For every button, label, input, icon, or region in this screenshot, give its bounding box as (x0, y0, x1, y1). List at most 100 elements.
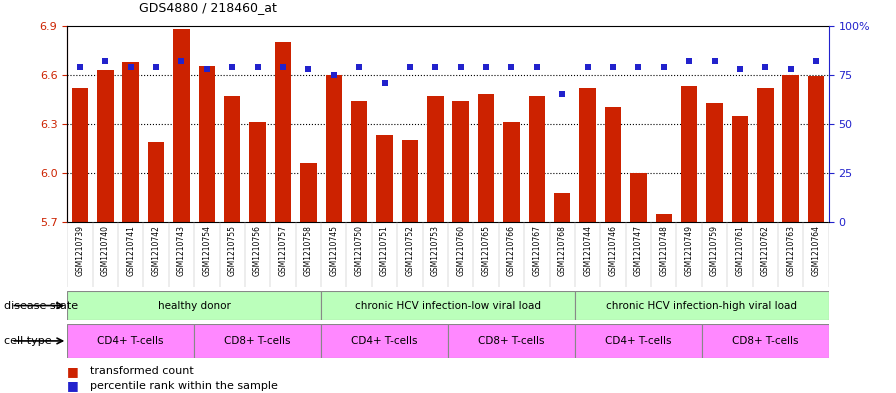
Bar (67, 291, 321, 320)
Bar (97, 70, 114, 222)
Point (631, 64, 645, 70)
Text: GSM1210741: GSM1210741 (126, 225, 135, 276)
Bar (401, 140, 418, 222)
Text: CD4+ T-cells: CD4+ T-cells (98, 336, 164, 346)
Text: GSM1210760: GSM1210760 (456, 225, 465, 276)
Text: chronic HCV infection-high viral load: chronic HCV infection-high viral load (607, 301, 797, 310)
Text: GSM1210739: GSM1210739 (75, 225, 84, 276)
Text: GDS4880 / 218460_at: GDS4880 / 218460_at (139, 1, 277, 14)
Bar (249, 122, 266, 222)
Bar (72, 88, 88, 222)
Text: GSM1210752: GSM1210752 (405, 225, 415, 276)
Text: CD4+ T-cells: CD4+ T-cells (605, 336, 672, 346)
Bar (554, 193, 571, 222)
Point (581, 64, 595, 70)
Text: GSM1210750: GSM1210750 (355, 225, 364, 276)
Text: cell type: cell type (4, 336, 52, 346)
Point (758, 64, 772, 70)
Point (352, 64, 366, 70)
Text: CD8+ T-cells: CD8+ T-cells (224, 336, 291, 346)
Bar (199, 66, 215, 222)
Bar (504, 122, 520, 222)
Point (276, 64, 290, 70)
Bar (427, 96, 444, 222)
Bar (275, 42, 291, 222)
Bar (67, 324, 194, 358)
Bar (757, 88, 773, 222)
Text: GSM1210755: GSM1210755 (228, 225, 237, 276)
Text: GSM1210767: GSM1210767 (532, 225, 541, 276)
Bar (194, 324, 321, 358)
Bar (148, 142, 164, 222)
Point (124, 64, 138, 70)
Point (428, 64, 443, 70)
Bar (732, 116, 748, 222)
Bar (224, 96, 240, 222)
Text: healthy donor: healthy donor (158, 301, 230, 310)
Point (327, 72, 341, 78)
Point (708, 58, 722, 64)
Point (530, 64, 544, 70)
Bar (681, 86, 697, 222)
Text: disease state: disease state (4, 301, 79, 310)
Bar (478, 94, 495, 222)
Point (733, 66, 747, 72)
Bar (321, 291, 575, 320)
Point (99, 58, 113, 64)
Text: GSM1210759: GSM1210759 (710, 225, 719, 276)
Point (783, 66, 798, 72)
Text: GSM1210756: GSM1210756 (253, 225, 263, 276)
Bar (575, 324, 702, 358)
Text: GSM1210766: GSM1210766 (507, 225, 516, 276)
Text: GSM1210744: GSM1210744 (583, 225, 592, 276)
Point (606, 64, 620, 70)
Point (478, 64, 493, 70)
Text: GSM1210745: GSM1210745 (329, 225, 339, 276)
Bar (630, 173, 647, 222)
Point (403, 64, 418, 70)
Bar (325, 75, 342, 222)
Text: GSM1210743: GSM1210743 (177, 225, 186, 276)
Text: CD8+ T-cells: CD8+ T-cells (732, 336, 798, 346)
Text: GSM1210740: GSM1210740 (100, 225, 110, 276)
Bar (575, 291, 829, 320)
Point (453, 64, 468, 70)
Bar (123, 62, 139, 222)
Point (251, 64, 265, 70)
Text: ■: ■ (67, 379, 79, 393)
Text: ■: ■ (67, 365, 79, 378)
Point (301, 66, 315, 72)
Bar (605, 107, 621, 222)
Text: GSM1210758: GSM1210758 (304, 225, 313, 276)
Text: GSM1210746: GSM1210746 (608, 225, 617, 276)
Text: GSM1210764: GSM1210764 (812, 225, 821, 276)
Text: GSM1210753: GSM1210753 (431, 225, 440, 276)
Text: GSM1210749: GSM1210749 (685, 225, 694, 276)
Bar (656, 214, 672, 222)
Bar (529, 96, 545, 222)
Point (809, 58, 823, 64)
Point (504, 64, 519, 70)
Bar (580, 88, 596, 222)
Text: percentile rank within the sample: percentile rank within the sample (90, 381, 278, 391)
Point (377, 79, 392, 86)
Text: GSM1210765: GSM1210765 (481, 225, 491, 276)
Bar (300, 163, 316, 222)
Bar (376, 135, 392, 222)
Bar (452, 101, 469, 222)
Text: GSM1210768: GSM1210768 (557, 225, 567, 276)
Text: GSM1210761: GSM1210761 (736, 225, 745, 276)
Point (657, 64, 671, 70)
Text: CD8+ T-cells: CD8+ T-cells (478, 336, 545, 346)
Bar (351, 101, 367, 222)
Point (225, 64, 239, 70)
Text: GSM1210763: GSM1210763 (786, 225, 796, 276)
Bar (321, 324, 448, 358)
Point (174, 58, 189, 64)
Text: GSM1210754: GSM1210754 (202, 225, 211, 276)
Text: transformed count: transformed count (90, 366, 194, 376)
Point (200, 66, 214, 72)
Text: GSM1210757: GSM1210757 (279, 225, 288, 276)
Point (73, 64, 87, 70)
Text: GSM1210748: GSM1210748 (659, 225, 668, 276)
